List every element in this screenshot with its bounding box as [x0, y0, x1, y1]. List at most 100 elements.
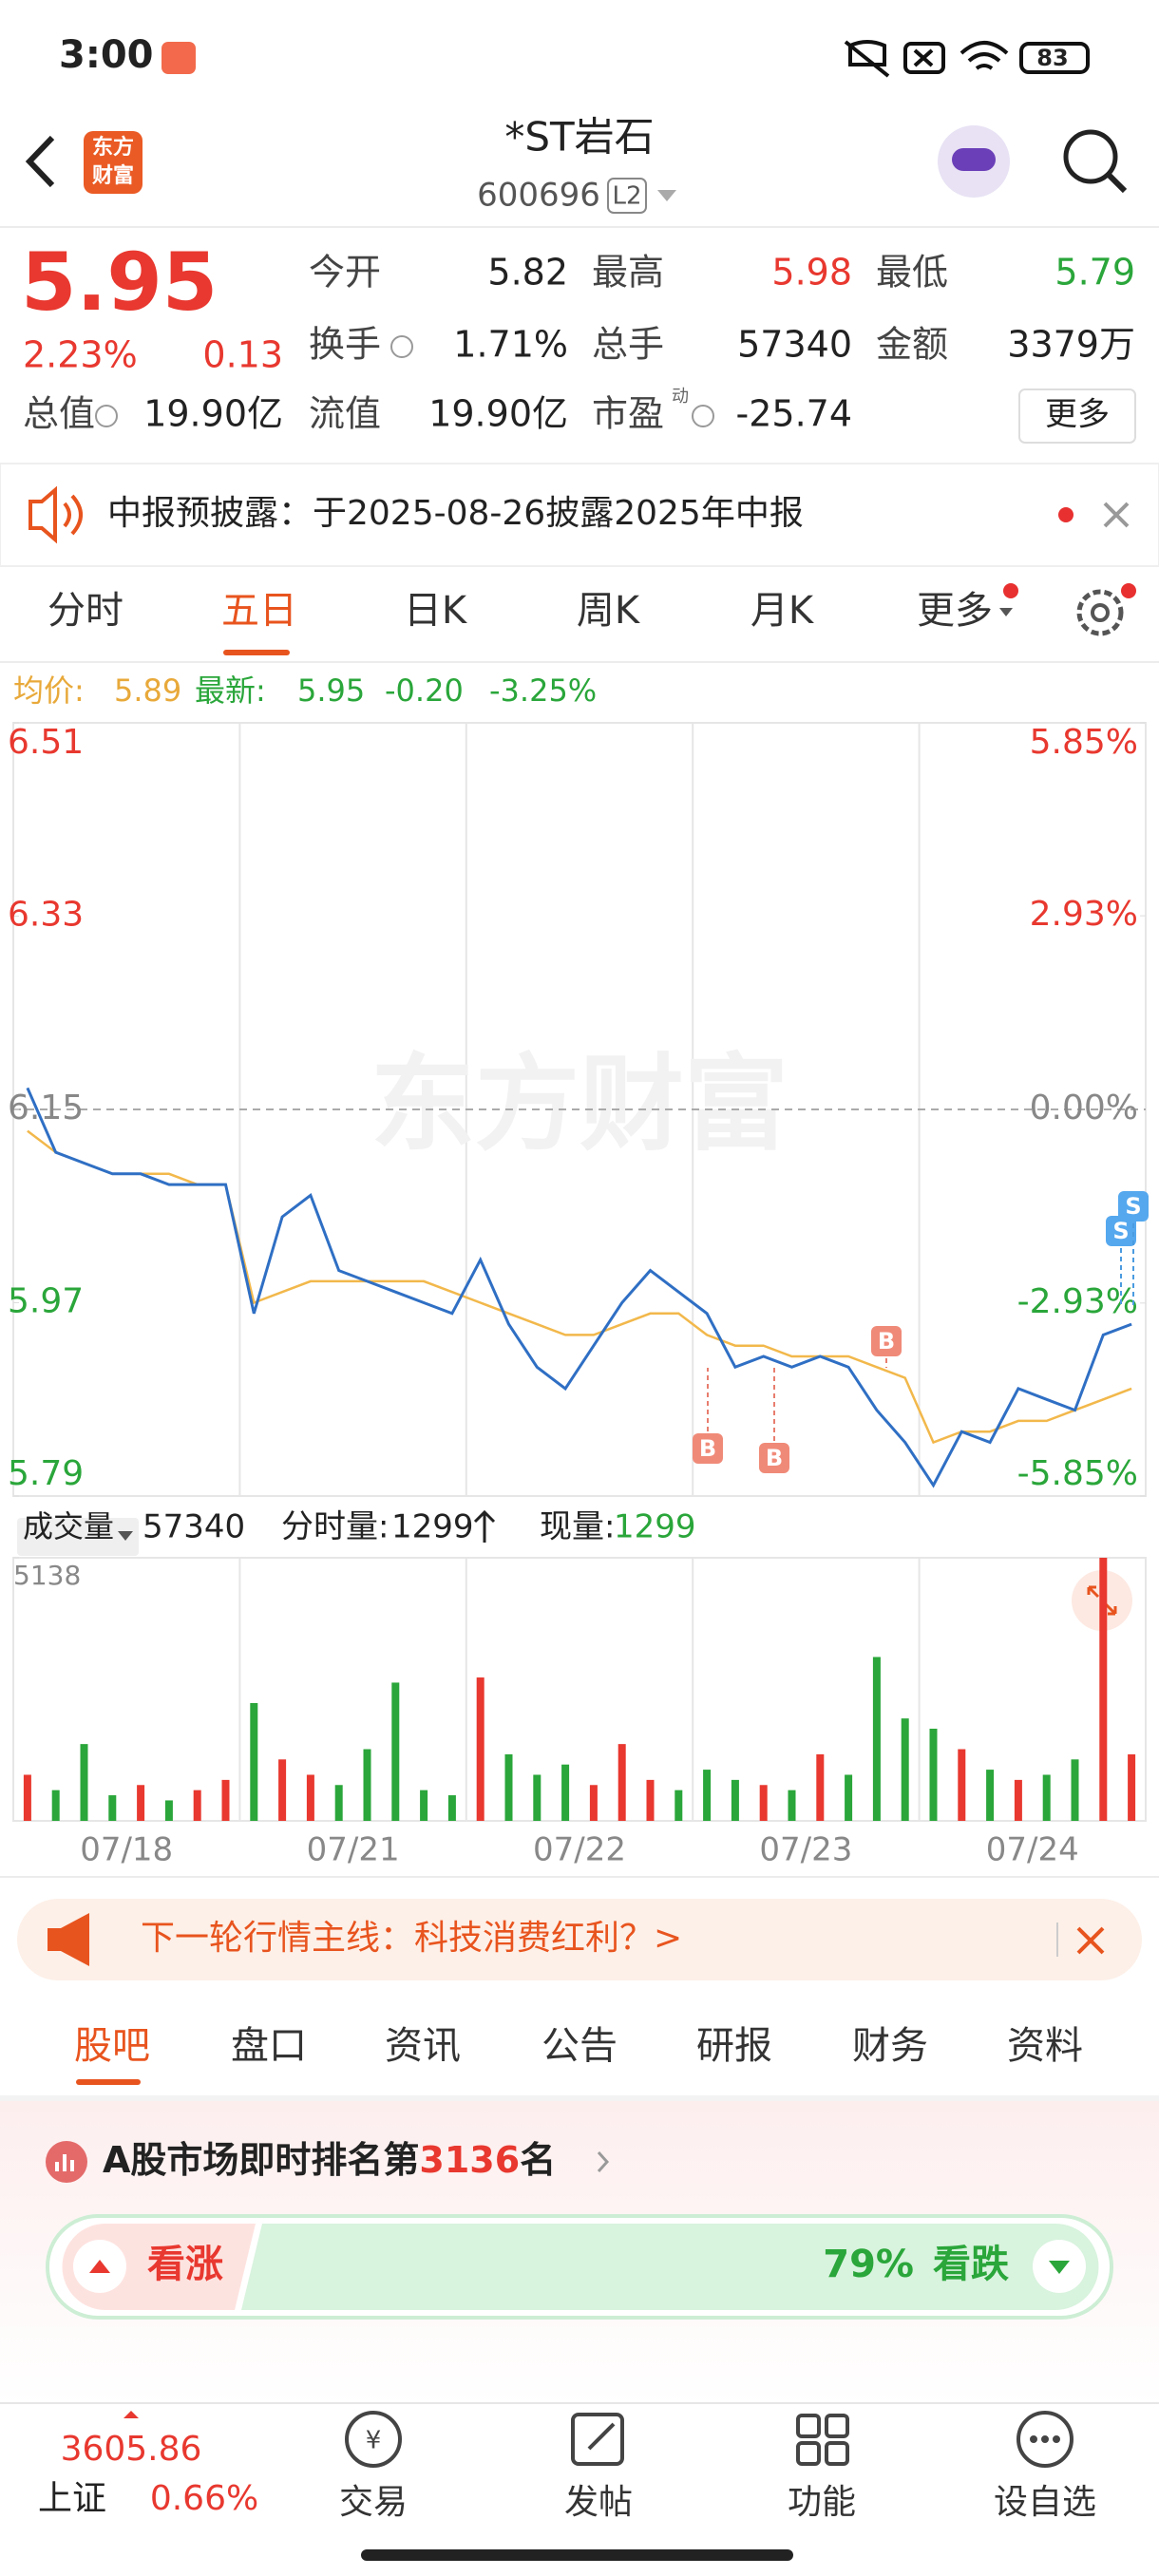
volume-bar — [137, 1785, 145, 1821]
chart-tab[interactable]: 五日 — [221, 589, 297, 633]
unread-dot — [1003, 583, 1018, 598]
bear-label[interactable]: 看跌 — [933, 2243, 1009, 2286]
price-line — [26, 1087, 1132, 1488]
up-arrow — [473, 1509, 496, 1543]
nav-item[interactable]: 设自选 — [994, 2483, 1096, 2522]
volume-bar — [193, 1790, 201, 1821]
stat-value: 5.79 — [1054, 252, 1135, 294]
stat-value: 19.90亿 — [428, 393, 568, 435]
more-button-label[interactable]: 更多 — [1045, 396, 1110, 434]
app-logo[interactable] — [84, 131, 142, 194]
info-icon — [95, 405, 118, 427]
volume-chart-frame — [12, 1557, 1147, 1822]
battery-level: 83 — [1036, 45, 1068, 71]
content-tab[interactable]: 研报 — [696, 2024, 772, 2068]
level-badge — [607, 178, 647, 214]
tick-volume: 1299 — [391, 1508, 474, 1546]
volume-bar — [674, 1790, 683, 1821]
volume-bar — [731, 1779, 739, 1821]
logo-text: 财富 — [92, 163, 134, 188]
y-tick-label: 5138 — [13, 1560, 81, 1591]
volume-bar — [788, 1790, 796, 1821]
chart-tab[interactable]: 周K — [577, 589, 641, 633]
legend-value: -0.20 — [385, 672, 464, 709]
content-tab[interactable]: 盘口 — [231, 2024, 307, 2068]
notice-text: 中报预披露：于2025-08-26披露2025年中报 — [107, 494, 804, 533]
volume-bar — [278, 1759, 287, 1821]
pe-note: 动 — [672, 387, 689, 407]
assistant-avatar — [952, 148, 996, 171]
stock-title: *ST岩石 — [504, 114, 654, 161]
notice-bar — [0, 463, 1159, 567]
volume-bar — [589, 1785, 598, 1821]
volume-selector[interactable] — [17, 1518, 139, 1556]
x-tick-label: 07/18 — [80, 1831, 173, 1869]
trade-marker[interactable] — [871, 1326, 902, 1356]
info-icon — [692, 405, 714, 427]
content-tab[interactable]: 股吧 — [74, 2024, 150, 2068]
trade-marker[interactable] — [1106, 1216, 1136, 1246]
more-button[interactable] — [1018, 388, 1136, 444]
volume-bar — [1128, 1753, 1136, 1821]
trade-marker[interactable] — [693, 1433, 723, 1464]
back-button[interactable] — [25, 135, 55, 188]
close-button[interactable] — [1076, 1926, 1105, 1955]
nav-item[interactable]: 发帖 — [564, 2483, 633, 2522]
home-indicator — [361, 2549, 793, 2561]
chart-tab[interactable]: 月K — [750, 589, 815, 633]
volume-bar — [759, 1785, 768, 1821]
up-arrow — [89, 2260, 110, 2273]
volume-bar — [816, 1753, 825, 1821]
change-pct: 2.23% — [23, 334, 138, 376]
trade-marker-label: S — [1125, 1193, 1141, 1220]
y2-tick-label: -2.93% — [1017, 1282, 1138, 1321]
search-button[interactable] — [1063, 129, 1118, 184]
content-tab[interactable]: 公告 — [542, 2024, 618, 2068]
settings-button — [1091, 603, 1110, 622]
index-value[interactable]: 3605.86 — [61, 2430, 202, 2469]
volume-label: 成交量 — [23, 1508, 114, 1544]
chart-tab[interactable]: 更多 — [917, 589, 993, 633]
promo-banner[interactable] — [17, 1899, 1142, 1980]
chart-tab[interactable]: 分时 — [48, 589, 124, 633]
volume-bar — [391, 1682, 400, 1821]
legend-label: 最新: — [195, 672, 266, 709]
trade-marker[interactable] — [1118, 1191, 1149, 1222]
down-arrow — [1049, 2261, 1070, 2274]
nav-item[interactable]: 交易 — [339, 2483, 408, 2522]
settings-button[interactable] — [1076, 589, 1124, 636]
stat-value: 5.98 — [771, 252, 852, 294]
content-tab[interactable]: 资料 — [1007, 2024, 1083, 2068]
stat-value: 57340 — [737, 324, 852, 366]
legend-value: -3.25% — [489, 672, 597, 709]
dropdown-icon — [118, 1531, 133, 1541]
index-change: 0.66% — [150, 2479, 258, 2518]
status-time: 3:00 — [59, 33, 154, 77]
ranking-part: 名 — [520, 2139, 556, 2181]
ranking-part: 3136 — [419, 2139, 520, 2181]
legend-value: 5.95 — [297, 672, 365, 709]
trade-marker-label: B — [878, 1328, 895, 1354]
content-tab[interactable]: 财务 — [852, 2024, 928, 2068]
volume-bar — [958, 1749, 966, 1821]
content-tab[interactable]: 资讯 — [385, 2024, 461, 2068]
ranking-part: A股市场即时排名第 — [103, 2139, 419, 2181]
stat-label: 换手 — [309, 324, 381, 366]
banner-text[interactable]: 下一轮行情主线：科技消费红利？> — [141, 1919, 682, 1958]
bull-label[interactable]: 看涨 — [147, 2243, 223, 2286]
bear-share[interactable] — [241, 2224, 1099, 2310]
index-name: 上证 — [38, 2479, 106, 2518]
volume-bar — [221, 1779, 230, 1821]
ranking-text[interactable]: A股市场即时排名第3136名 — [103, 2139, 556, 2181]
dropdown-icon[interactable] — [657, 190, 676, 201]
stat-label: 最高 — [592, 252, 664, 294]
close-button[interactable] — [1103, 502, 1130, 528]
volume-bar — [845, 1774, 853, 1821]
y-tick-label: 6.33 — [8, 896, 84, 935]
chart-tab[interactable]: 日K — [404, 589, 468, 633]
trade-marker[interactable] — [759, 1443, 789, 1473]
volume-bar — [250, 1703, 258, 1821]
nav-item[interactable]: 功能 — [788, 2483, 856, 2522]
stat-label: 流值 — [309, 393, 381, 435]
